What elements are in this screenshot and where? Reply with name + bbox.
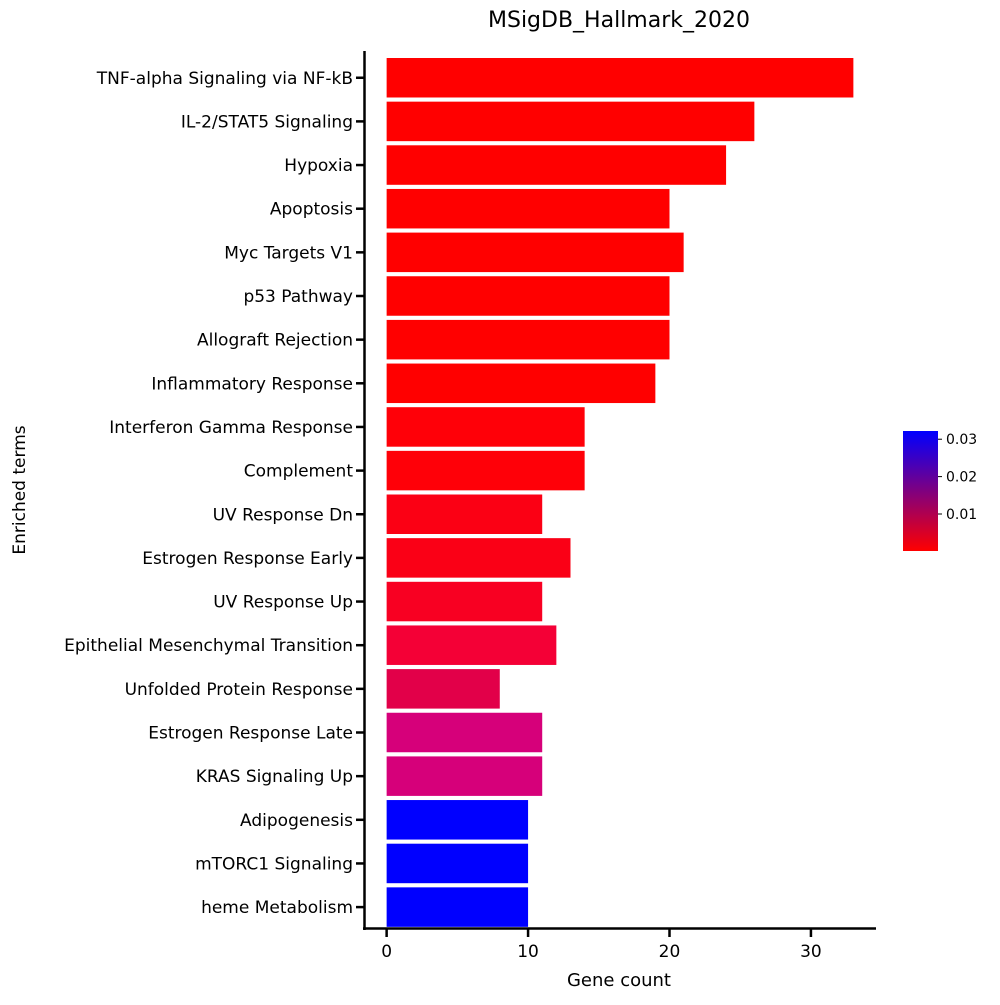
bar [386, 188, 670, 229]
bar [386, 756, 543, 796]
colorbar-tick-label: 0.02 [946, 470, 977, 486]
bar [386, 669, 500, 709]
y-tick-label: UV Response Up [213, 593, 353, 613]
colorbar-gradient [903, 431, 938, 551]
bar [386, 319, 670, 360]
y-tick-label: Inflammatory Response [151, 374, 353, 394]
y-tick-label: Epithelial Mesenchymal Transition [64, 636, 353, 656]
bar [386, 363, 656, 404]
axes-layer [363, 51, 876, 930]
y-tick-label: Apoptosis [270, 200, 353, 220]
bar [386, 800, 529, 840]
x-tick-label: 0 [381, 942, 392, 962]
bar [386, 58, 854, 98]
y-ticks-layer: TNF-alpha Signaling via NF-kB IL-2/STAT5 … [64, 69, 364, 918]
y-tick-label: Complement [244, 462, 354, 482]
y-tick-label: p53 Pathway [243, 287, 353, 307]
y-tick-label: Estrogen Response Early [142, 549, 353, 569]
y-tick-label: Interferon Gamma Response [109, 418, 353, 438]
y-tick-label: heme Metabolism [201, 898, 353, 918]
y-tick-label: Allograft Rejection [197, 331, 353, 351]
x-axis-label: Gene count [567, 970, 671, 991]
bar [386, 232, 684, 273]
y-tick-label: Hypoxia [284, 156, 353, 176]
y-tick-label: Unfolded Protein Response [125, 680, 353, 700]
bar [386, 581, 543, 622]
y-tick-label: mTORC1 Signaling [195, 854, 353, 874]
y-axis-label: Enriched terms [10, 425, 30, 554]
x-tick-label: 10 [517, 942, 539, 962]
bar [386, 145, 727, 185]
chart-title: MSigDB_Hallmark_2020 [488, 8, 750, 33]
y-tick-label: KRAS Signaling Up [196, 767, 353, 787]
bar [386, 538, 571, 578]
x-tick-label: 20 [659, 942, 681, 962]
colorbar-tick-label: 0.03 [946, 432, 977, 448]
x-ticks-layer: 0 10 20 30 [381, 929, 822, 962]
x-tick-label: 30 [800, 942, 822, 962]
y-tick-label: Adipogenesis [240, 811, 353, 831]
bar [386, 276, 670, 316]
bars-layer [386, 58, 854, 927]
y-tick-label: Estrogen Response Late [148, 724, 353, 744]
bar [386, 887, 529, 927]
colorbar: 0.01 0.02 0.03 [903, 431, 977, 551]
bar [386, 101, 755, 142]
y-tick-label: IL-2/STAT5 Signaling [181, 112, 353, 132]
bar [386, 843, 529, 884]
y-tick-label: Myc Targets V1 [224, 243, 353, 263]
y-tick-label: UV Response Dn [213, 505, 353, 525]
bar [386, 450, 585, 491]
bar [386, 494, 543, 534]
colorbar-tick-label: 0.01 [946, 507, 977, 523]
bar [386, 407, 585, 447]
bar [386, 625, 557, 665]
bar [386, 712, 543, 753]
y-tick-label: TNF-alpha Signaling via NF-kB [96, 69, 353, 89]
